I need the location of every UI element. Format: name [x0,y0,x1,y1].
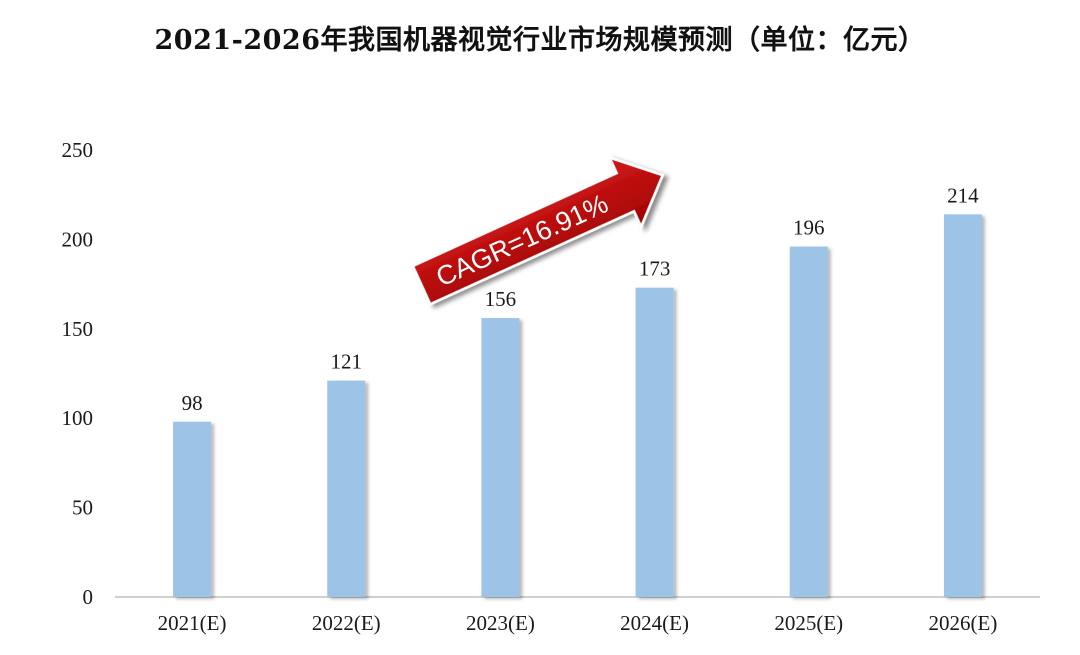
data-label: 121 [331,350,363,374]
x-tick-label: 2024(E) [620,611,689,635]
cagr-arrow-shape [411,155,665,306]
y-tick-label: 100 [62,406,94,430]
x-tick-label: 2025(E) [774,611,843,635]
y-tick-label: 0 [83,585,94,609]
y-axis-tick-labels: 0 50 100 150 200 250 [62,138,94,609]
y-tick-label: 50 [72,496,93,520]
bar [943,214,982,598]
chart-title: 2021-2026年我国机器视觉行业市场规模预测（单位：亿元） [154,25,926,56]
x-tick-label: 2026(E) [929,611,998,635]
data-label: 196 [793,216,825,240]
x-axis-tick-labels: 2021(E) 2022(E) 2023(E) 2024(E) 2025(E) 2026(… [158,611,998,635]
data-label: 98 [182,391,203,415]
x-tick-label: 2022(E) [312,611,381,635]
data-label: 156 [485,287,517,311]
data-label: 173 [639,257,671,281]
bar [327,380,366,597]
y-tick-label: 150 [62,317,94,341]
data-labels-group: 98 121 156 173 196 214 [182,183,980,414]
bars-group [173,214,982,598]
bar [481,318,520,597]
x-tick-label: 2023(E) [466,611,535,635]
bar [789,246,828,597]
bar [173,421,212,597]
data-label: 214 [947,183,979,207]
x-tick-label: 2021(E) [158,611,227,635]
y-tick-label: 250 [62,138,94,162]
cagr-label: CAGR=16.91% [431,188,612,292]
bar [635,287,674,597]
y-tick-label: 200 [62,227,94,251]
